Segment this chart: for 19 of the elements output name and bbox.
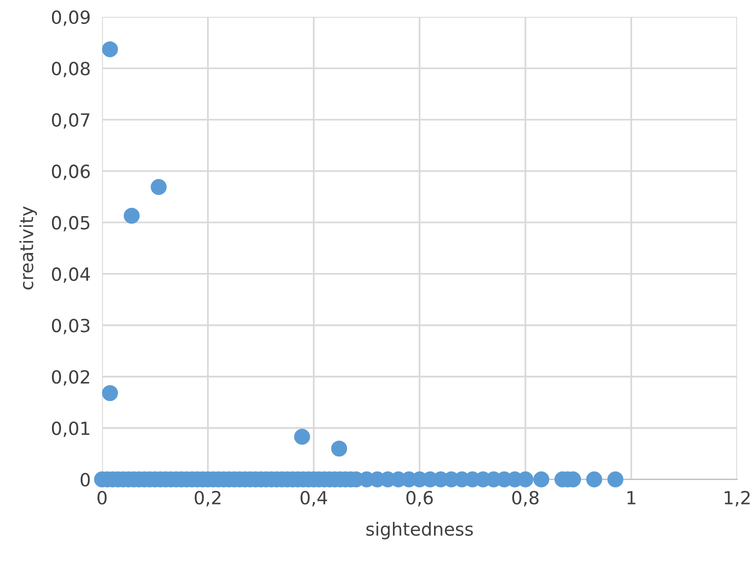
y-tick-label: 0,01	[52, 421, 90, 437]
x-tick-label: 0,6	[406, 490, 433, 506]
x-tick-label: 0	[98, 490, 107, 504]
x-tick-label: 0,8	[512, 490, 539, 506]
y-tick-label: 0,04	[52, 267, 90, 283]
x-tick-label: 1	[628, 491, 636, 504]
y-tick-label: 0,03	[52, 318, 90, 334]
y-tick-label: 0,02	[52, 370, 90, 386]
y-tick-label: 0,08	[52, 62, 90, 78]
y-tick-label: 0,09	[52, 10, 90, 26]
x-tick-label: 1,2	[724, 490, 750, 506]
y-tick-label: 0,07	[52, 113, 90, 129]
x-tick-label: 0,4	[300, 490, 328, 506]
x-tick-label: 0,2	[194, 490, 220, 506]
y-tick-label: 0,06	[52, 164, 90, 180]
y-axis-title: creativity	[19, 206, 37, 290]
y-tick-label: 0,05	[52, 216, 90, 232]
y-tick-label: 0	[80, 472, 90, 487]
x-axis-title: sightedness	[366, 522, 473, 540]
